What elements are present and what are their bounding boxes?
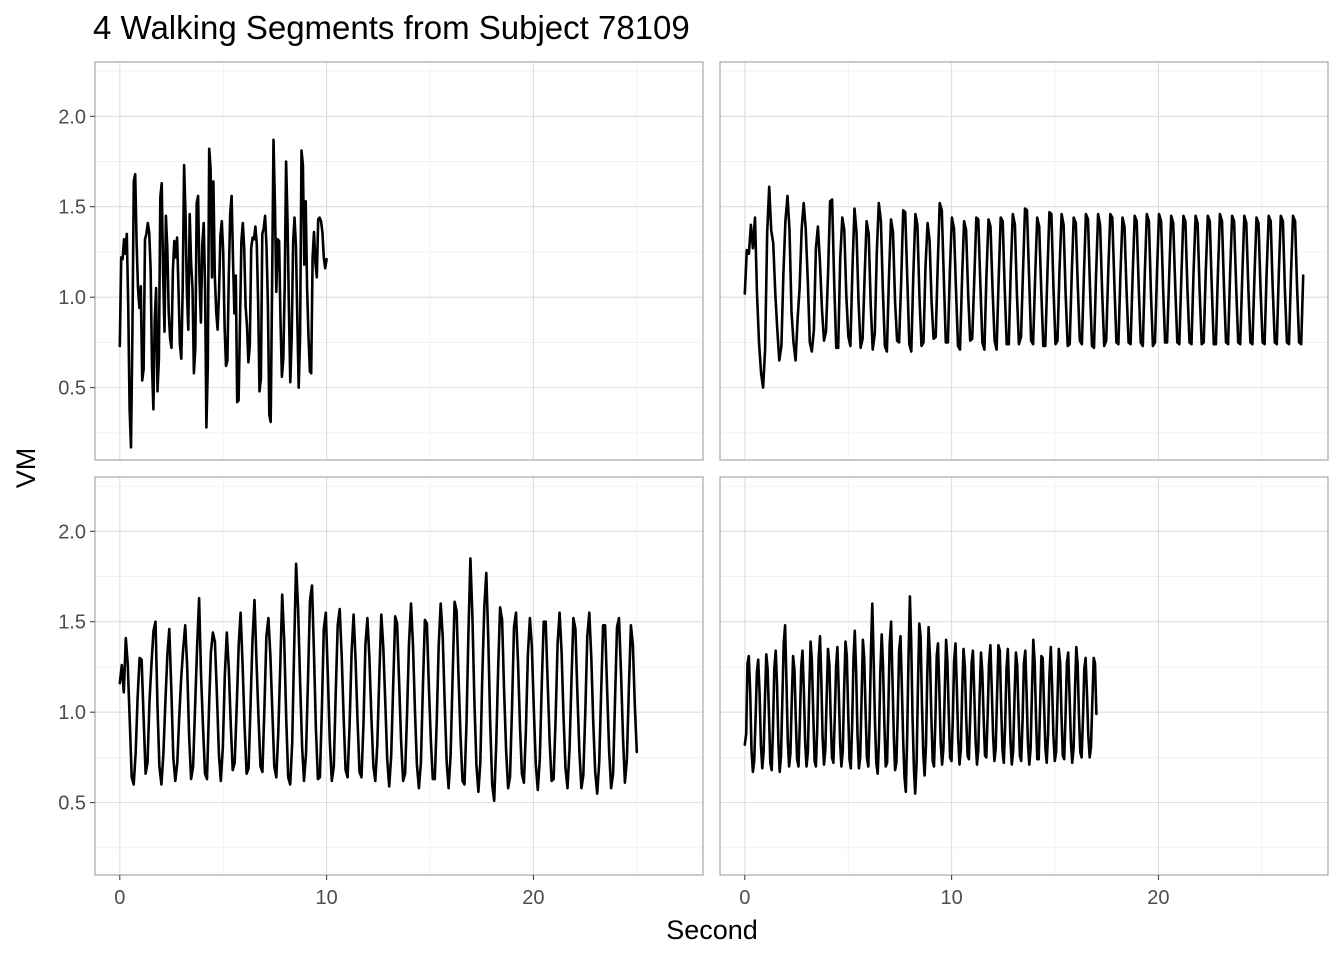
x-tick-label: 20: [522, 887, 544, 909]
facet-panels: [95, 62, 1328, 875]
y-tick-label: 2.0: [58, 106, 86, 128]
y-tick-label: 0.5: [58, 793, 86, 815]
facet-panel-3: [95, 477, 703, 875]
facet-panel-2: [720, 62, 1328, 460]
x-tick-label: 0: [739, 887, 750, 909]
y-tick-label: 2.0: [58, 521, 86, 543]
x-tick-label: 10: [315, 887, 337, 909]
facet-panel-1: [95, 62, 703, 460]
chart-title: 4 Walking Segments from Subject 78109: [93, 9, 690, 46]
x-tick-label: 20: [1147, 887, 1169, 909]
y-tick-label: 1.0: [58, 702, 86, 724]
y-axis-title: VM: [11, 448, 41, 489]
x-tick-label: 10: [940, 887, 962, 909]
y-tick-label: 1.0: [58, 287, 86, 309]
x-tick-label: 0: [114, 887, 125, 909]
x-axis-title: Second: [666, 915, 758, 945]
y-tick-label: 0.5: [58, 378, 86, 400]
y-axis-ticks: 0.5 1.0 1.5 2.0 0.5 1.0 1.5 2.0: [58, 106, 95, 814]
y-tick-label: 1.5: [58, 612, 86, 634]
facet-panel-4: [720, 477, 1328, 875]
y-tick-label: 1.5: [58, 197, 86, 219]
x-axis-ticks: 0 10 20 0 10 20: [114, 875, 1169, 909]
